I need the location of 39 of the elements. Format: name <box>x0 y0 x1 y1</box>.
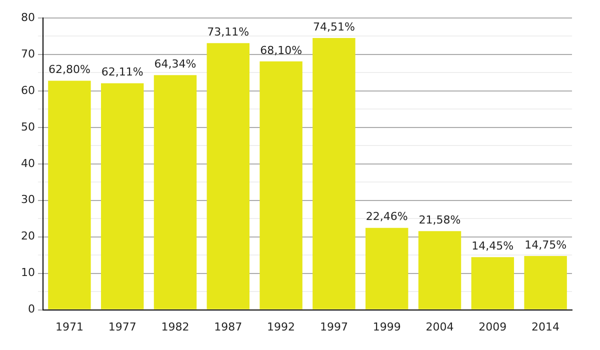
data-label: 64,34% <box>154 57 196 70</box>
data-label: 21,58% <box>418 213 461 226</box>
y-tick-label: 80 <box>20 10 35 24</box>
bar <box>365 228 408 310</box>
bar <box>100 83 144 310</box>
y-tick-label: 20 <box>20 230 35 243</box>
data-label: 74,51% <box>312 20 355 34</box>
data-label: 62,80% <box>48 63 90 76</box>
data-label: 14,75% <box>524 238 567 252</box>
x-tick-label: 1982 <box>161 320 190 334</box>
bar <box>312 38 356 310</box>
data-label: 22,46% <box>366 210 408 224</box>
data-label: 62,11% <box>101 66 144 79</box>
y-tick-label: 70 <box>20 47 35 60</box>
x-tick-label: 2014 <box>532 320 560 334</box>
bar <box>524 256 567 310</box>
data-label: 14,45% <box>472 239 514 252</box>
bar <box>154 75 197 310</box>
bar <box>260 61 302 310</box>
data-label: 73,11% <box>207 25 250 38</box>
x-tick-label: 1997 <box>320 320 348 334</box>
x-tick-label: 1971 <box>55 320 84 334</box>
bar <box>48 80 91 310</box>
x-tick-label: 1992 <box>267 320 296 334</box>
y-tick-label: 40 <box>20 156 35 170</box>
y-tick-label: 0 <box>28 302 35 316</box>
x-tick-label: 1977 <box>108 320 136 334</box>
data-label: 68,10% <box>260 44 302 57</box>
bar <box>418 231 462 310</box>
x-tick-label: 1999 <box>372 320 401 334</box>
x-tick-label: 2004 <box>426 320 454 334</box>
y-tick-label: 10 <box>20 266 35 280</box>
y-tick-label: 60 <box>20 84 35 97</box>
bar <box>206 43 250 310</box>
bar <box>471 257 514 310</box>
x-tick-label: 1987 <box>214 320 242 334</box>
y-tick-label: 50 <box>20 120 35 134</box>
x-tick-label: 2009 <box>478 320 507 334</box>
y-tick-label: 30 <box>20 193 35 206</box>
